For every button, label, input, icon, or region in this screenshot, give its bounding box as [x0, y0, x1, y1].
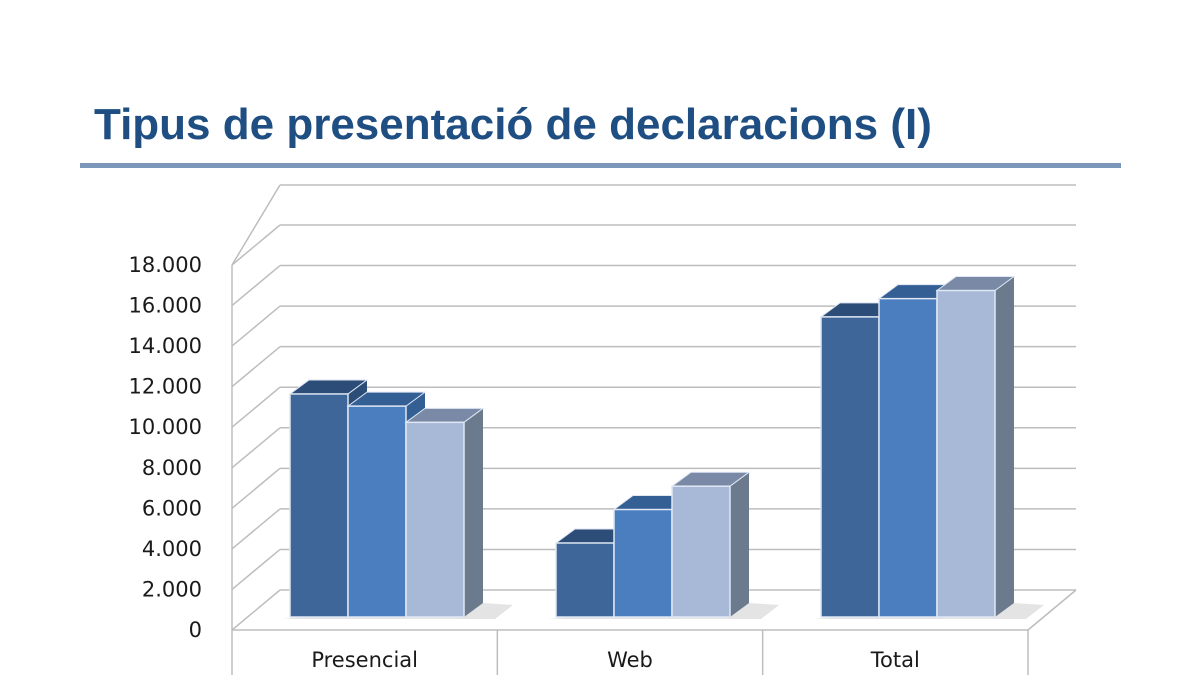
bar-group-total [813, 276, 1044, 619]
bar [820, 316, 880, 618]
y-tick-label: 2.000 [142, 577, 202, 601]
slide-title: Tipus de presentació de declaracions (I) [94, 100, 932, 149]
bar [936, 289, 996, 618]
bar-group-web [548, 471, 779, 619]
bar [671, 485, 731, 618]
y-tick-label: 4.000 [142, 537, 202, 561]
x-axis: Presencial Web Total [231, 630, 1029, 675]
y-axis-ticks: 0 2.000 4.000 6.000 8.000 10.000 12.000 14.000 1… [129, 253, 202, 642]
x-category-label: Presencial [311, 648, 418, 672]
title-underline [80, 163, 1121, 168]
y-tick-label: 16.000 [129, 294, 202, 318]
y-tick-label: 12.000 [129, 375, 202, 399]
y-tick-label: 18.000 [129, 253, 202, 277]
bar [289, 393, 349, 618]
y-tick-label: 0 [189, 618, 202, 642]
y-tick-label: 8.000 [142, 456, 202, 480]
bars [282, 276, 1044, 619]
y-tick-label: 10.000 [129, 415, 202, 439]
y-tick-label: 6.000 [142, 496, 202, 520]
bar-group-presencial [282, 379, 513, 619]
bar [405, 421, 465, 618]
bar [555, 542, 615, 618]
x-category-label: Web [607, 648, 653, 672]
bar [878, 297, 938, 618]
bar [613, 508, 673, 618]
y-tick-label: 14.000 [129, 334, 202, 358]
x-category-label: Total [870, 648, 920, 672]
bar [347, 405, 407, 618]
